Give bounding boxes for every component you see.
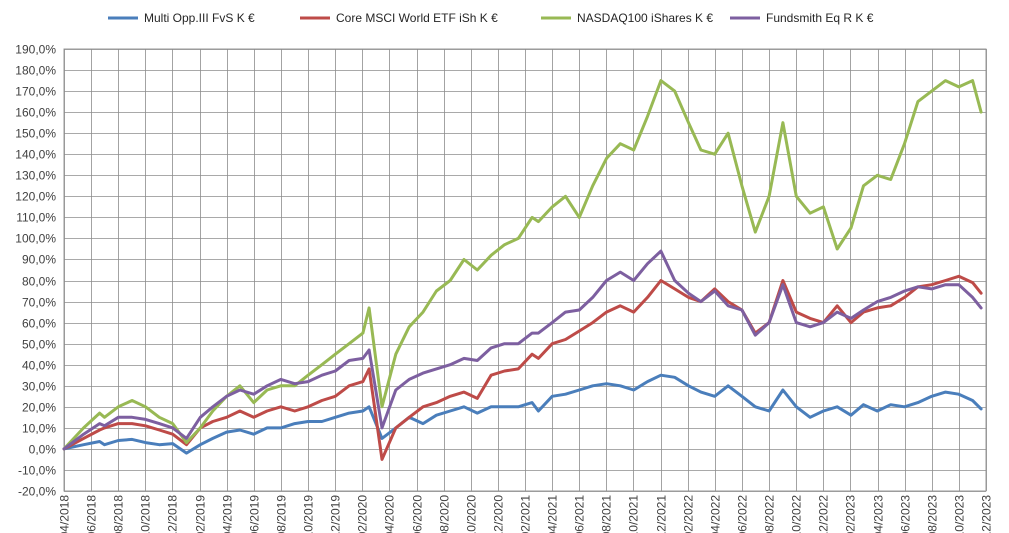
x-tick-label: 1/12/2021 xyxy=(655,495,669,533)
y-tick-label: -20,0% xyxy=(18,485,56,499)
y-tick-label: 20,0% xyxy=(22,401,56,415)
y-tick-label: 150,0% xyxy=(15,127,56,141)
x-tick-label: 1/04/2021 xyxy=(546,495,560,533)
y-tick-label: 170,0% xyxy=(15,85,56,99)
x-tick-label: 1/08/2022 xyxy=(763,495,777,533)
y-tick-label: 0,0% xyxy=(29,443,57,457)
x-tick-label: 1/02/2020 xyxy=(356,495,370,533)
series-line-3 xyxy=(62,79,983,451)
x-tick-label: 1/08/2020 xyxy=(438,495,452,533)
y-tick-label: 140,0% xyxy=(15,148,56,162)
y-axis-ticks: -20,0% -10,0% 0,0% 10,0% 20,0% 30,0% 40,0% 50,0… xyxy=(15,43,56,499)
x-tick-label: 1/06/2021 xyxy=(573,495,587,533)
y-tick-label: 100,0% xyxy=(15,232,56,246)
x-tick-label: 1/02/2023 xyxy=(844,495,858,533)
y-tick-label: 80,0% xyxy=(22,275,56,289)
y-tick-label: -10,0% xyxy=(18,464,56,478)
y-tick-label: 160,0% xyxy=(15,106,56,120)
x-tick-label: 1/04/2022 xyxy=(709,495,723,533)
y-tick-label: 60,0% xyxy=(22,317,56,331)
legend-label: Core MSCI World ETF iSh K € xyxy=(336,11,498,25)
x-tick-label: 1/04/2018 xyxy=(58,495,72,533)
x-tick-label: 1/10/2020 xyxy=(465,495,479,533)
series-line-4 xyxy=(62,249,983,451)
series-line-1 xyxy=(62,373,983,455)
x-tick-label: 1/06/2023 xyxy=(899,495,913,533)
x-axis-ticks: 1/04/2018 1/06/2018 1/08/2018 1/10/2018 1/12… xyxy=(58,495,994,533)
x-tick-label: 1/10/2018 xyxy=(139,495,153,533)
x-tick-label: 1/04/2023 xyxy=(872,495,886,533)
legend-label: NASDAQ100 iShares K € xyxy=(577,11,713,25)
x-tick-label: 1/06/2018 xyxy=(85,495,99,533)
x-tick-label: 1/02/2019 xyxy=(194,495,208,533)
x-tick-label: 1/12/2022 xyxy=(817,495,831,533)
y-tick-label: 50,0% xyxy=(22,338,56,352)
y-tick-label: 10,0% xyxy=(22,422,56,436)
grid xyxy=(63,48,987,492)
x-tick-label: 1/12/2018 xyxy=(166,495,180,533)
x-tick-label: 1/04/2019 xyxy=(221,495,235,533)
y-tick-label: 110,0% xyxy=(16,211,56,225)
x-tick-label: 1/08/2023 xyxy=(926,495,940,533)
x-tick-label: 1/10/2023 xyxy=(953,495,967,533)
y-tick-label: 40,0% xyxy=(22,359,56,373)
x-tick-label: 1/04/2020 xyxy=(383,495,397,533)
x-tick-label: 1/06/2022 xyxy=(736,495,750,533)
legend-label: Fundsmith Eq R K € xyxy=(766,11,874,25)
x-tick-label: 1/10/2021 xyxy=(627,495,641,533)
series-lines xyxy=(62,79,983,461)
plot-area-border xyxy=(63,48,987,492)
y-tick-label: 120,0% xyxy=(15,190,56,204)
y-tick-label: 70,0% xyxy=(22,296,56,310)
y-tick-label: 30,0% xyxy=(22,380,56,394)
x-tick-label: 1/06/2020 xyxy=(411,495,425,533)
x-tick-label: 1/12/2019 xyxy=(329,495,343,533)
x-tick-label: 1/12/2020 xyxy=(492,495,506,533)
x-tick-label: 1/08/2018 xyxy=(112,495,126,533)
x-tick-label: 1/06/2019 xyxy=(248,495,262,533)
y-tick-label: 130,0% xyxy=(15,169,56,183)
x-tick-label: 1/10/2019 xyxy=(302,495,316,533)
legend-label: Multi Opp.III FvS K € xyxy=(144,11,255,25)
x-tick-label: 1/12/2023 xyxy=(980,495,994,533)
series-line-2 xyxy=(62,274,983,461)
x-tick-label: 1/02/2021 xyxy=(519,495,533,533)
x-tick-label: 1/08/2019 xyxy=(275,495,289,533)
y-tick-label: 190,0% xyxy=(15,43,56,57)
legend: Multi Opp.III FvS K € Core MSCI World ETF… xyxy=(108,11,874,25)
y-tick-label: 180,0% xyxy=(15,64,56,78)
x-tick-label: 1/08/2021 xyxy=(600,495,614,533)
x-tick-label: 1/02/2022 xyxy=(682,495,696,533)
y-tick-label: 90,0% xyxy=(22,253,56,267)
x-tick-label: 1/10/2022 xyxy=(790,495,804,533)
